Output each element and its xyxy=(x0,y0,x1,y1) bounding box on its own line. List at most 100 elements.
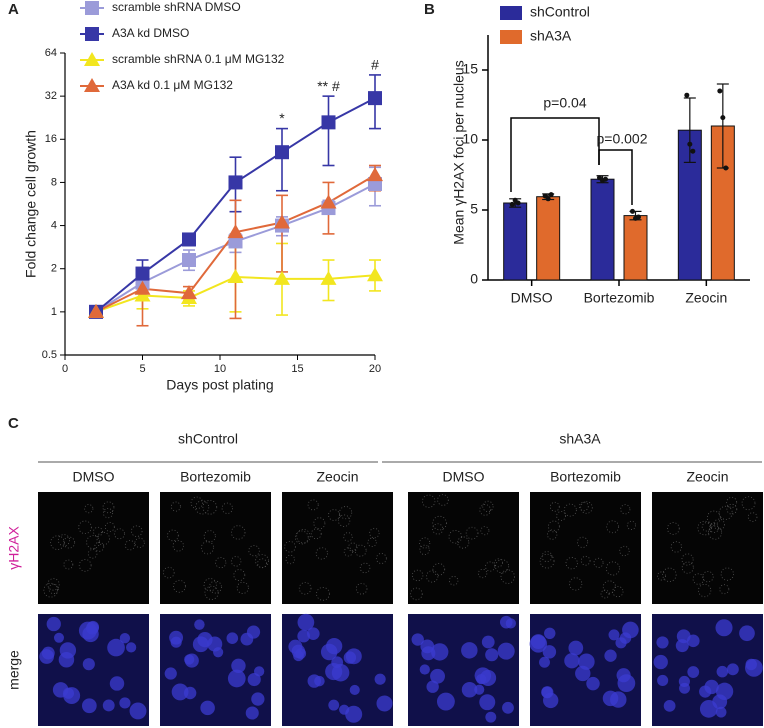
marker xyxy=(227,269,244,284)
nucleus xyxy=(663,699,676,712)
nucleus xyxy=(345,705,363,723)
nucleus xyxy=(602,690,619,707)
nucleus xyxy=(245,706,259,720)
nucleus xyxy=(109,676,125,691)
data-point xyxy=(636,214,641,220)
marker xyxy=(274,270,290,285)
data-point xyxy=(690,148,696,154)
nucleus-signal xyxy=(708,525,723,540)
nucleus-signal xyxy=(296,529,311,544)
legend-swatch xyxy=(500,30,522,44)
nucleus-signal xyxy=(170,501,181,512)
nucleus xyxy=(656,636,669,649)
panel-label: A xyxy=(8,1,19,18)
nucleus xyxy=(739,625,755,642)
nucleus xyxy=(676,629,691,644)
nucleus-signal xyxy=(747,512,758,522)
nucleus-signal xyxy=(670,541,682,553)
nucleus-signal xyxy=(50,535,65,550)
nucleus-signal xyxy=(565,557,578,570)
x-tick-label: 5 xyxy=(139,363,145,375)
nucleus-signal xyxy=(230,556,242,567)
nucleus xyxy=(46,616,61,632)
nucleus xyxy=(331,656,344,669)
x-axis-label: Days post plating xyxy=(166,377,273,393)
nucleus-signal xyxy=(307,499,319,511)
nucleus xyxy=(497,642,515,660)
nucleus-signal xyxy=(248,545,260,557)
nucleus-signal xyxy=(163,566,175,579)
nucleus-signal xyxy=(593,557,604,568)
nucleus-signal xyxy=(348,542,358,552)
data-point xyxy=(545,196,551,202)
y-tick-label: 10 xyxy=(462,131,478,147)
marker xyxy=(320,270,337,285)
data-point xyxy=(717,88,723,94)
nucleus-signal xyxy=(457,536,470,549)
panel-label: C xyxy=(8,415,19,432)
nucleus-signal xyxy=(369,527,380,539)
nucleus-signal xyxy=(102,501,115,514)
legend-label: scramble shRNA DMSO xyxy=(112,0,241,14)
nucleus-signal xyxy=(43,582,59,598)
nucleus xyxy=(53,632,64,643)
nucleus-signal xyxy=(432,523,444,535)
nucleus-signal xyxy=(337,514,351,527)
nucleus xyxy=(568,640,584,656)
condition-label: Bortezomib xyxy=(550,469,621,485)
condition-label: DMSO xyxy=(443,469,485,485)
nucleus xyxy=(699,685,712,698)
nucleus xyxy=(485,648,499,662)
nucleus-signal xyxy=(131,525,143,537)
annotation: * xyxy=(279,110,285,126)
nucleus-signal xyxy=(697,520,712,536)
nucleus xyxy=(474,684,485,695)
nucleus xyxy=(39,649,55,664)
marker xyxy=(321,115,336,130)
nucleus-signal xyxy=(579,501,589,512)
nucleus-signal xyxy=(310,528,322,540)
nucleus-signal xyxy=(701,522,711,532)
nucleus-signal xyxy=(541,551,553,562)
micrograph xyxy=(38,492,149,604)
marker xyxy=(275,145,289,160)
nucleus xyxy=(376,695,393,712)
nucleus xyxy=(461,681,478,698)
nucleus xyxy=(657,674,669,687)
nucleus-signal xyxy=(500,569,515,584)
legend-marker xyxy=(85,27,99,41)
legend-label: A3A kd 0.1 μM MG132 xyxy=(112,78,233,92)
nucleus-signal xyxy=(96,531,110,546)
nucleus-signal xyxy=(709,523,719,533)
nucleus-signal xyxy=(48,583,59,595)
nucleus-signal xyxy=(612,585,624,598)
nucleus xyxy=(715,706,727,718)
marker xyxy=(134,280,151,295)
nucleus-signal xyxy=(411,569,424,582)
annotation: ** # xyxy=(317,78,340,94)
marker xyxy=(320,194,337,209)
nucleus-signal xyxy=(200,541,214,555)
y-tick-label: 64 xyxy=(45,47,57,59)
nucleus-signal xyxy=(437,494,449,506)
nucleus-signal xyxy=(726,496,738,508)
x-tick-label: DMSO xyxy=(511,290,553,306)
marker xyxy=(228,175,243,190)
nucleus-signal xyxy=(47,578,60,591)
nucleus-signal xyxy=(204,585,219,600)
y-tick-label: 0 xyxy=(470,271,478,287)
nucleus xyxy=(653,654,668,670)
nucleus-signal xyxy=(203,578,217,592)
nucleus-signal xyxy=(313,517,326,530)
nucleus-signal xyxy=(63,536,76,549)
nucleus xyxy=(712,694,728,710)
nucleus xyxy=(82,658,95,671)
nucleus-signal xyxy=(539,553,555,569)
x-tick-label: 15 xyxy=(291,363,303,375)
nucleus-signal xyxy=(285,554,296,565)
row-label: merge xyxy=(6,650,22,690)
nucleus-signal xyxy=(221,502,233,514)
nucleus-signal xyxy=(720,567,734,581)
nucleus xyxy=(542,645,557,659)
nucleus xyxy=(227,669,246,688)
